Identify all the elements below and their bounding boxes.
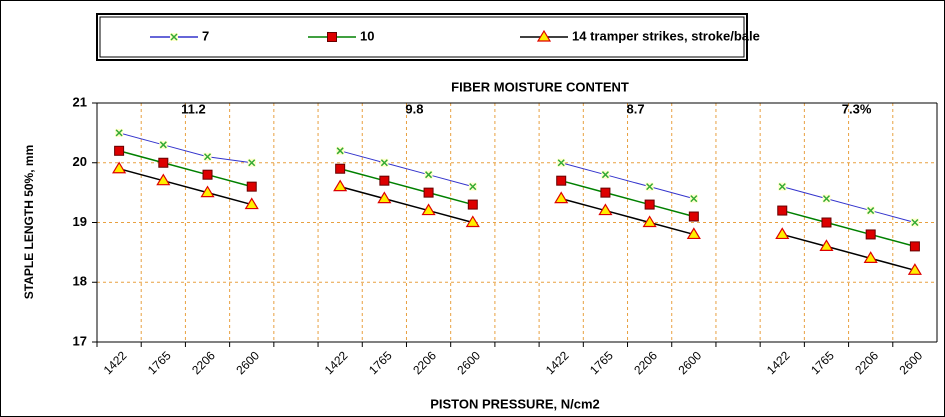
marker [170, 33, 178, 41]
marker-x [115, 129, 123, 137]
marker [821, 217, 832, 228]
marker [557, 158, 566, 167]
marker [778, 182, 787, 191]
marker [159, 140, 168, 149]
marker-x [867, 207, 875, 215]
marker [866, 206, 875, 215]
marker-x [646, 183, 654, 191]
marker [380, 158, 389, 167]
marker [327, 32, 337, 42]
marker-x [425, 171, 433, 179]
marker [554, 191, 569, 204]
marker [200, 185, 215, 198]
y-tick-label: 21 [73, 94, 87, 109]
marker [910, 218, 919, 227]
y-tick-label: 17 [73, 333, 87, 348]
y-tick-label: 18 [73, 274, 87, 289]
marker-x [170, 33, 178, 41]
marker [642, 215, 657, 228]
marker-x [203, 153, 212, 161]
series-line [118, 150, 916, 248]
group-label: 7.3% [842, 101, 872, 116]
marker [421, 203, 436, 216]
marker [377, 191, 392, 204]
marker [686, 227, 701, 240]
marker [598, 203, 613, 216]
marker [536, 29, 552, 42]
marker-x [248, 159, 256, 167]
marker [775, 227, 790, 240]
marker [468, 182, 477, 191]
marker [822, 194, 831, 203]
marker [865, 229, 876, 240]
legend-box [96, 13, 748, 61]
group-label: 8.7 [626, 101, 644, 116]
marker [601, 170, 610, 179]
marker [600, 187, 611, 198]
x-axis-label: PISTON PRESSURE, N/cm2 [430, 396, 600, 411]
marker [158, 157, 169, 168]
y-axis-label: STAPLE LENGTH 50%, mm [22, 145, 36, 299]
y-tick-label: 19 [73, 214, 87, 229]
marker [777, 205, 788, 216]
group-label: 11.2 [181, 101, 206, 116]
marker [156, 173, 171, 186]
marker [467, 199, 478, 210]
marker [556, 175, 567, 186]
marker [379, 175, 390, 186]
chart-title: FIBER MOISTURE CONTENT [451, 79, 629, 94]
marker [689, 194, 698, 203]
group-label: 9.8 [405, 101, 423, 116]
marker [246, 181, 257, 192]
marker [688, 211, 699, 222]
marker [244, 197, 259, 210]
marker-x [159, 141, 167, 149]
marker [424, 170, 433, 179]
marker [465, 215, 480, 228]
marker-x [469, 183, 477, 191]
marker [644, 199, 655, 210]
marker [202, 169, 213, 180]
marker-x [380, 159, 388, 167]
marker-x [822, 195, 831, 203]
marker [645, 182, 654, 191]
marker-x [336, 147, 344, 155]
marker-x [690, 195, 698, 203]
series-line [118, 168, 916, 272]
legend-inner [99, 16, 745, 58]
y-tick-label: 20 [73, 154, 87, 169]
marker-x [601, 171, 609, 179]
marker [863, 251, 878, 263]
marker [115, 128, 124, 137]
marker [336, 146, 345, 155]
marker [819, 239, 834, 251]
marker [909, 241, 920, 252]
marker-x [557, 159, 565, 167]
marker [112, 161, 127, 174]
marker [333, 179, 348, 192]
marker [247, 158, 256, 167]
legend-label: 14 tramper strikes, stroke/bale [572, 28, 760, 43]
legend-label: 10 [360, 28, 374, 43]
marker [335, 163, 346, 174]
legend-label: 7 [202, 28, 209, 43]
marker-x [911, 218, 919, 227]
marker [203, 152, 212, 161]
marker [907, 263, 922, 275]
series-line [118, 132, 916, 223]
marker [114, 145, 125, 156]
marker-x [778, 183, 786, 191]
marker [423, 187, 434, 198]
